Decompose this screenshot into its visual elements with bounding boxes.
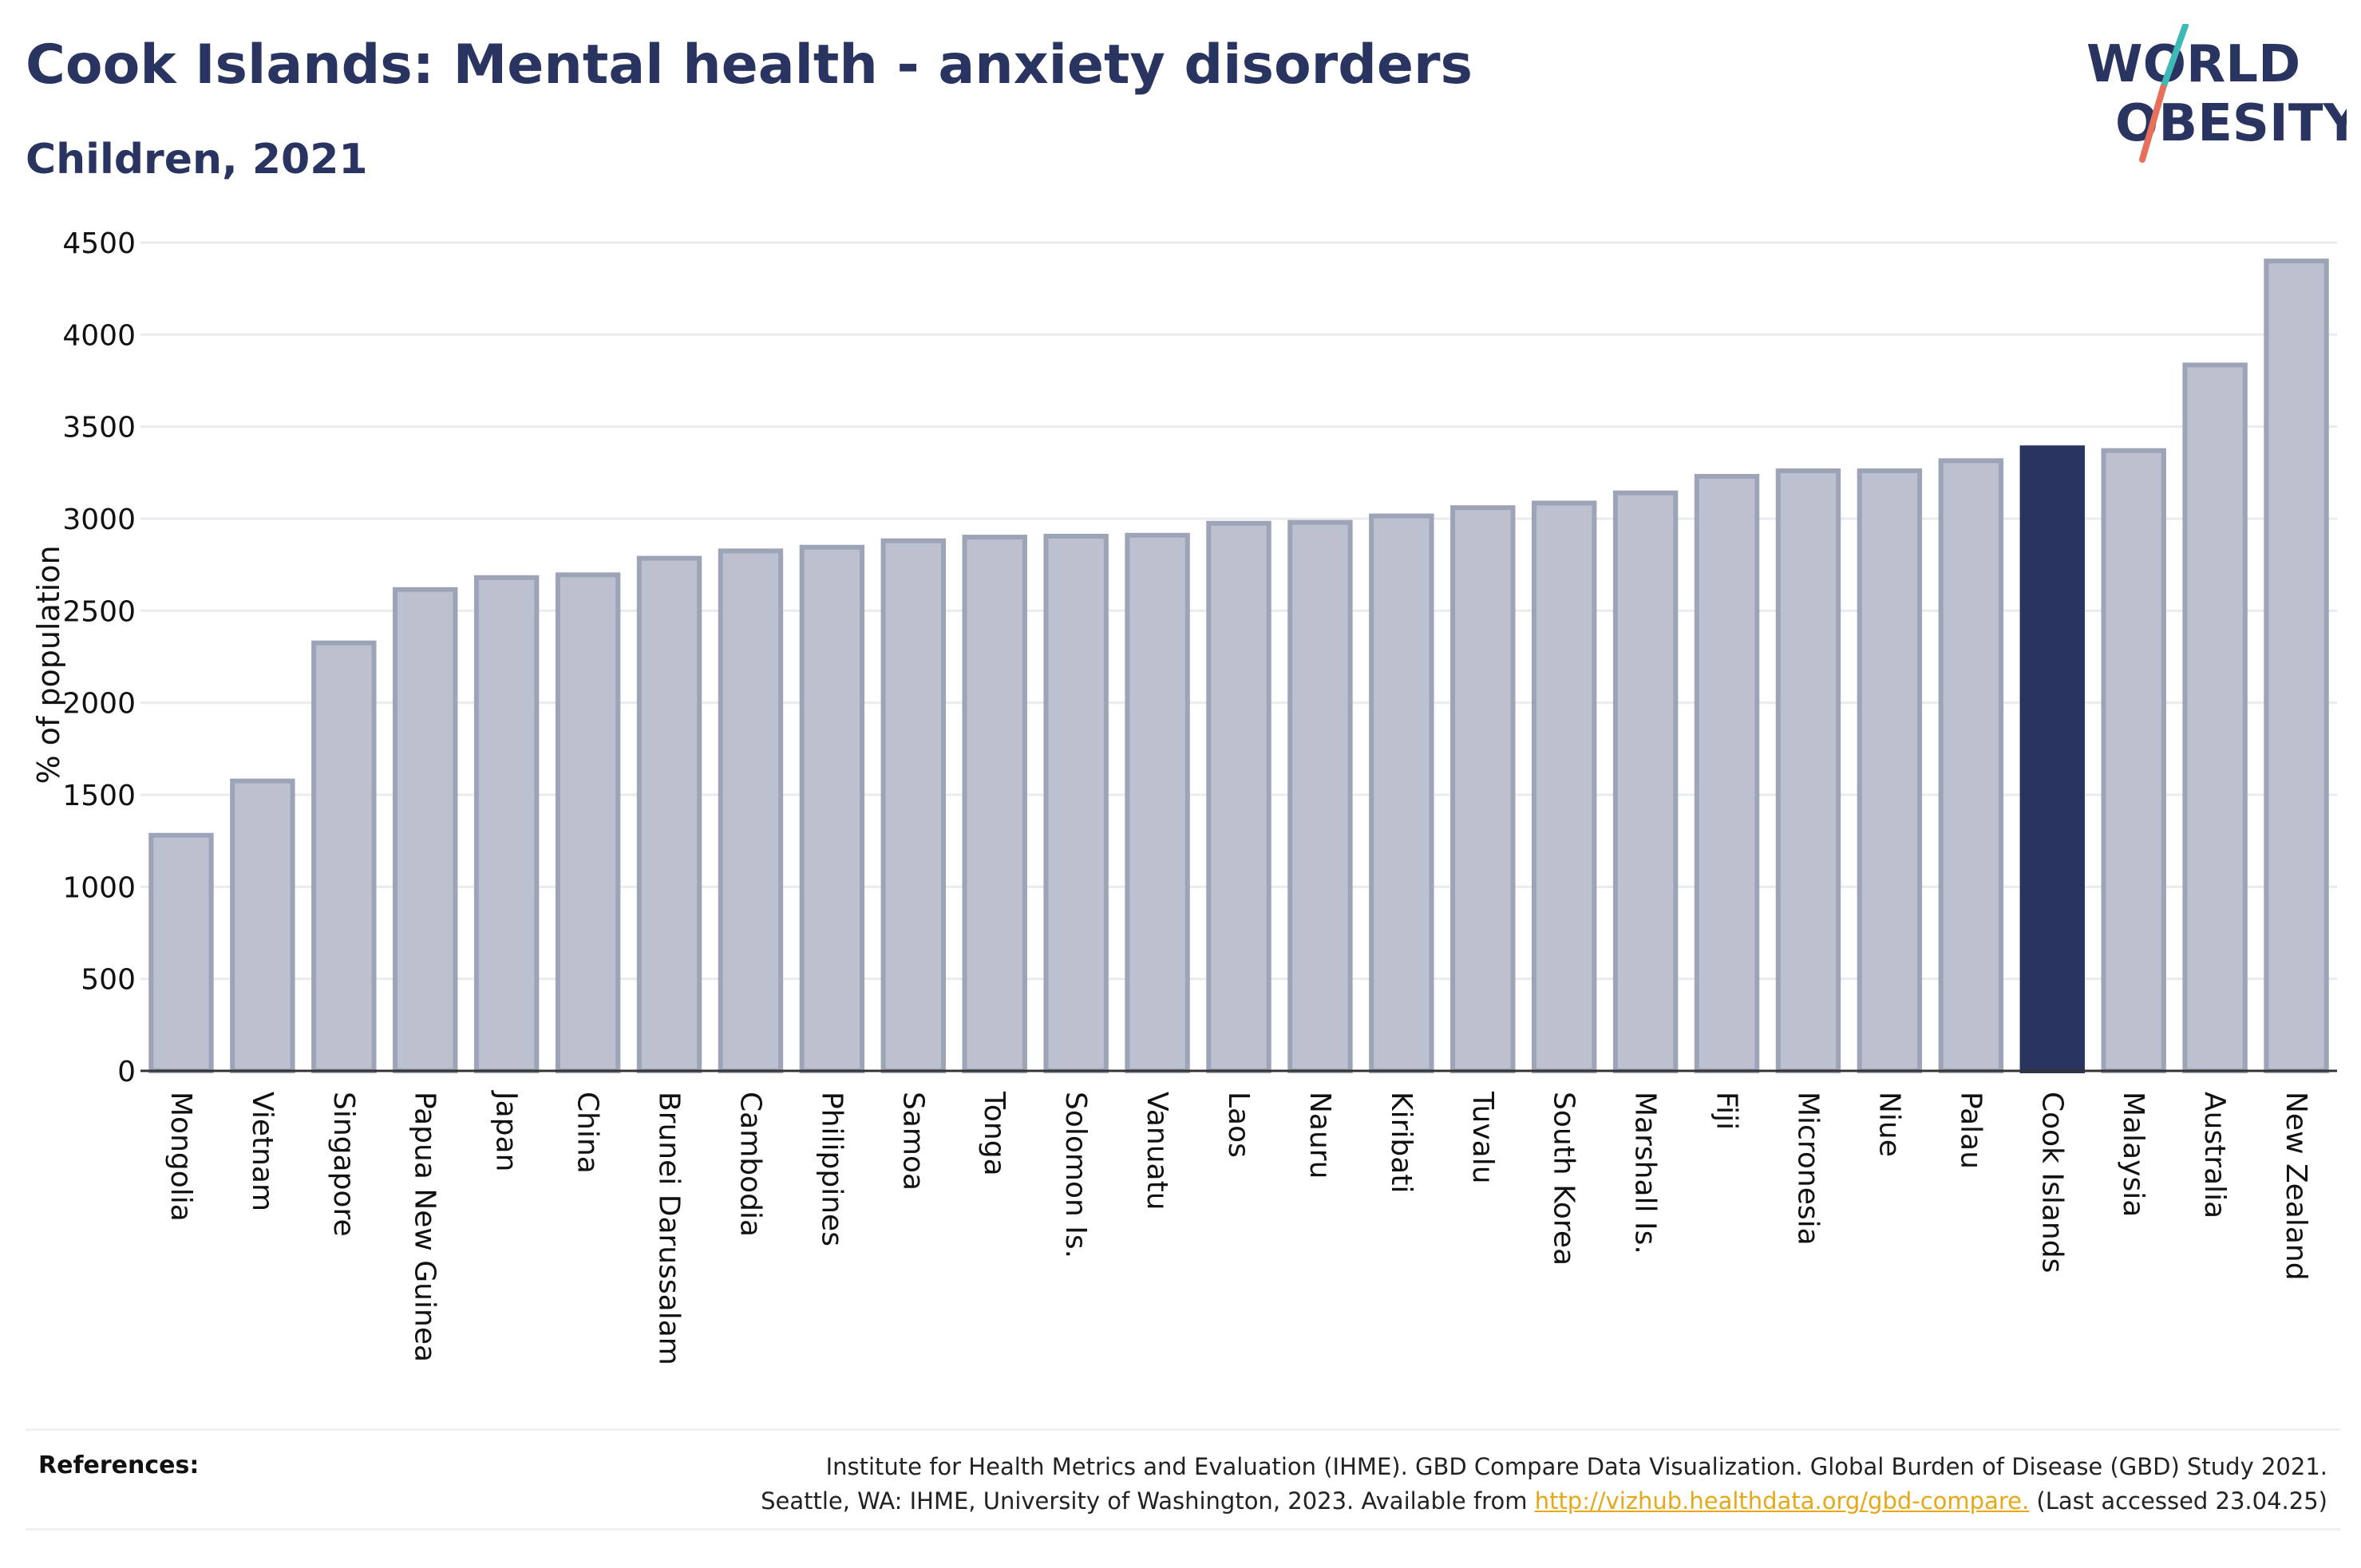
x-tick-label: Niue — [1873, 1092, 1905, 1157]
y-axis-label: % of population — [31, 545, 66, 784]
bar-australia — [2182, 362, 2248, 1074]
chart-title: Cook Islands: Mental health - anxiety di… — [26, 34, 1473, 97]
x-tick-label: New Zealand — [2280, 1092, 2312, 1281]
logo-slash-teal — [2160, 24, 2189, 91]
references-line-2: Seattle, WA: IHME, University of Washing… — [761, 1484, 2327, 1519]
bar-new-zealand — [2264, 259, 2329, 1074]
bars — [148, 259, 2329, 1074]
x-tick-label: Palau — [1954, 1092, 1987, 1169]
logo-line-1: WORLD — [2086, 35, 2300, 94]
x-tick-label: Micronesia — [1791, 1092, 1824, 1246]
x-tick-label: South Korea — [1548, 1092, 1580, 1266]
bar-tonga — [962, 535, 1027, 1073]
y-tick-label: 4500 — [62, 227, 136, 260]
references-line-1: Institute for Health Metrics and Evaluat… — [825, 1453, 2327, 1480]
x-tick-label: Singapore — [327, 1092, 360, 1237]
bar-south-korea — [1531, 500, 1597, 1073]
y-tick-label: 1000 — [62, 871, 136, 904]
x-tick-label: Samoa — [896, 1092, 929, 1191]
y-tick-label: 4000 — [62, 319, 136, 352]
bar-marshall-is — [1612, 490, 1679, 1073]
references-line-2-suffix: (Last accessed 23.04.25) — [2036, 1487, 2327, 1515]
chart-subtitle: Children, 2021 — [26, 136, 368, 184]
x-tick-label: Cook Islands — [2035, 1092, 2068, 1273]
x-tick-label: Solomon Is. — [1059, 1092, 1092, 1258]
bar-vanuatu — [1125, 532, 1190, 1073]
x-tick-label: Japan — [490, 1090, 523, 1171]
references-text: Institute for Health Metrics and Evaluat… — [761, 1450, 2327, 1519]
x-tick-label: Vanuatu — [1141, 1092, 1173, 1211]
bar-niue — [1857, 468, 1923, 1073]
bar-cook-islands — [2019, 445, 2085, 1073]
references-label: References: — [38, 1451, 200, 1479]
bar-nauru — [1287, 519, 1353, 1073]
x-tick-label: Papua New Guinea — [409, 1092, 441, 1362]
bar-malaysia — [2101, 448, 2166, 1073]
x-tick-label: Mongolia — [164, 1092, 197, 1222]
y-tick-label: 1500 — [62, 780, 136, 812]
bar-singapore — [311, 640, 377, 1073]
bar-palau — [1938, 458, 2004, 1073]
bar-mongolia — [148, 832, 214, 1074]
world-obesity-logo: WORLD OBESITY — [2086, 24, 2347, 163]
x-tick-label: Cambodia — [734, 1092, 766, 1237]
x-tick-label: Australia — [2198, 1092, 2231, 1218]
references-panel: References: Institute for Health Metrics… — [26, 1428, 2340, 1530]
bar-japan — [473, 575, 540, 1073]
bar-tuvalu — [1450, 505, 1516, 1073]
bar-laos — [1206, 520, 1271, 1073]
y-tick-label: 3000 — [62, 504, 136, 536]
references-line-2-prefix: Seattle, WA: IHME, University of Washing… — [761, 1487, 1528, 1515]
x-tick-label: Tuvalu — [1466, 1091, 1499, 1184]
bar-vietnam — [230, 778, 295, 1073]
bar-fiji — [1694, 473, 1760, 1073]
y-tick-label: 0 — [117, 1056, 136, 1088]
bar-samoa — [880, 538, 947, 1073]
x-tick-label: Laos — [1222, 1092, 1255, 1158]
x-tick-label: Vietnam — [246, 1092, 279, 1211]
bar-cambodia — [718, 548, 784, 1073]
x-tick-label: Kiribati — [1385, 1092, 1418, 1193]
bar-kiribati — [1369, 513, 1434, 1073]
y-tick-label: 2000 — [62, 688, 136, 721]
x-tick-label: Brunei Darussalam — [653, 1092, 686, 1365]
axis-labels: 0 500 1000 1500 2000 2500 3000 3500 4000 4500 Mong… — [62, 227, 2312, 1365]
x-tick-label: Malaysia — [2117, 1092, 2149, 1217]
bar-chart: 0 500 1000 1500 2000 2500 3000 3500 4000 4500 Mong… — [31, 227, 2337, 1365]
bar-papua-new-guinea — [393, 587, 458, 1073]
bar-philippines — [799, 544, 865, 1073]
y-tick-label: 2500 — [62, 595, 136, 628]
x-tick-label: China — [571, 1092, 604, 1174]
bar-solomon-is — [1043, 533, 1109, 1073]
x-tick-label: Nauru — [1303, 1092, 1336, 1179]
bar-brunei-darussalam — [636, 555, 702, 1073]
x-tick-label: Marshall Is. — [1629, 1092, 1662, 1254]
x-tick-label: Philippines — [815, 1092, 848, 1246]
logo-slash-coral — [2139, 85, 2166, 163]
x-tick-label: Tonga — [978, 1091, 1010, 1176]
references-link[interactable]: http://vizhub.healthdata.org/gbd-compare… — [1534, 1487, 2030, 1515]
x-tick-label: Fiji — [1710, 1092, 1743, 1130]
y-tick-label: 500 — [81, 964, 136, 997]
bar-china — [555, 572, 621, 1073]
bar-micronesia — [1775, 468, 1841, 1073]
y-tick-label: 3500 — [62, 412, 136, 444]
